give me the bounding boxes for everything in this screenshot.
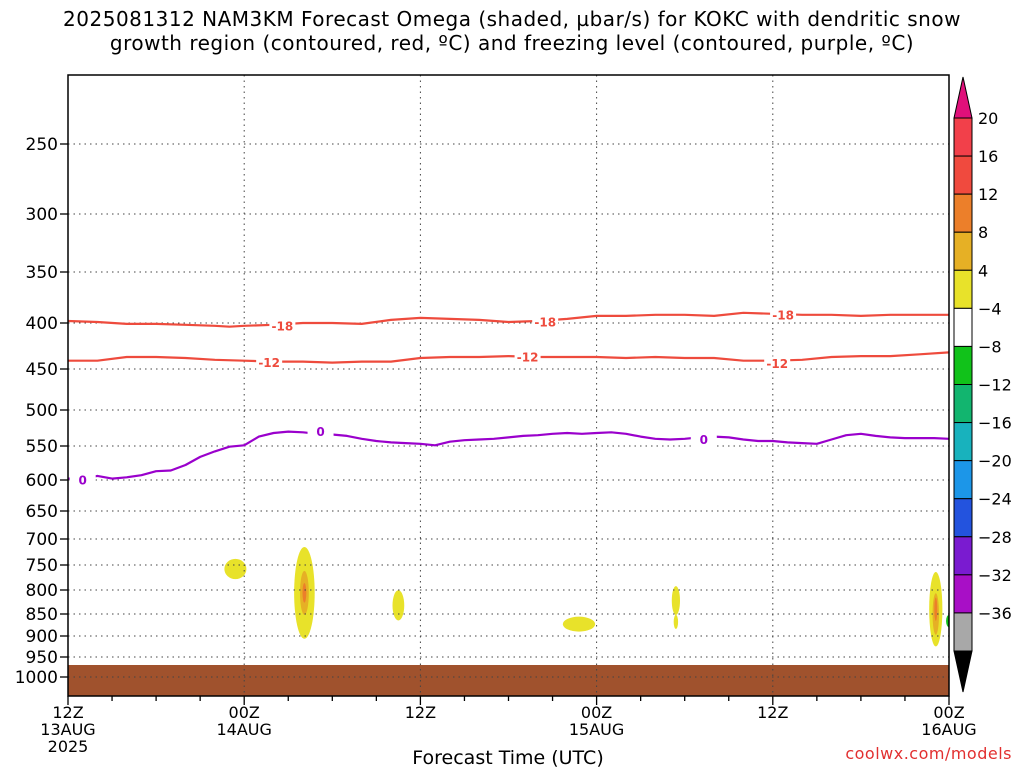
omega-blob [562, 616, 596, 632]
colorbar-top-arrow [953, 76, 973, 119]
colorbar-tick-label: 8 [978, 223, 988, 242]
x-tick-label: 2025 [48, 737, 89, 756]
x-tick-label: 15AUG [569, 720, 624, 739]
colorbar-tick-label: −8 [978, 337, 1002, 356]
contour-label: 0 [316, 425, 324, 439]
x-tick-label: 00Z [581, 703, 612, 722]
plot-frame [67, 74, 950, 697]
colorbar-tick-label: −16 [978, 414, 1012, 433]
colorbar-segment [953, 269, 973, 309]
y-tick-label: 950 [26, 648, 58, 668]
colorbar-segment [953, 231, 973, 271]
contour-label-background [690, 432, 717, 447]
grid-lines [68, 75, 949, 696]
ground-layer [68, 665, 949, 696]
contour-label-background [764, 356, 791, 371]
credit-text: coolwx.com/models [845, 744, 1012, 763]
colorbar-segment [953, 574, 973, 614]
contour-label-background [307, 424, 334, 439]
x-tick-label: 14AUG [216, 720, 271, 739]
y-tick-label: 800 [26, 581, 58, 601]
y-tick-label: 500 [26, 401, 58, 421]
contour-label-background [69, 473, 96, 487]
contour-label-background [514, 350, 541, 365]
colorbar-tick-label: −28 [978, 528, 1012, 547]
y-tick-label: 700 [26, 530, 58, 550]
y-tick-label: 550 [26, 437, 58, 457]
contour-label: -12 [766, 357, 788, 371]
contour-label: 0 [700, 433, 708, 447]
contour-label: -18 [772, 308, 794, 322]
colorbar-segment [953, 307, 973, 347]
x-axis-title: Forecast Time (UTC) [412, 747, 603, 768]
contour-label: -18 [272, 319, 294, 333]
colorbar-tick-label: −4 [978, 299, 1002, 318]
omega-blob [934, 597, 938, 621]
contour-lines: -18 -18 -18 -12 -12 -12 0 0 0 [68, 307, 949, 488]
contour-label-background [532, 314, 559, 329]
colorbar-segment [953, 193, 973, 233]
omega-blob [671, 586, 681, 615]
y-tick-label: 850 [26, 605, 58, 625]
y-tick-label: 250 [26, 135, 58, 155]
y-tick-label: 900 [26, 627, 58, 647]
omega-blob [392, 590, 405, 621]
x-tick-label: 00Z [933, 703, 964, 722]
omega-blob [224, 558, 247, 580]
x-tick-label: 13AUG [40, 720, 95, 739]
colorbar-segment [953, 460, 973, 500]
contour-label: -18 [534, 315, 556, 329]
colorbar-tick-label: −20 [978, 452, 1012, 471]
omega-blob [673, 614, 679, 629]
y-axis: 2503003504004505005506006507007508008509… [15, 135, 68, 688]
chart-title-line-1: 2025081312 NAM3KM Forecast Omega (shaded… [63, 7, 961, 31]
x-tick-label: 12Z [405, 703, 436, 722]
colorbar-tick-label: −32 [978, 566, 1012, 585]
contour-label: -12 [258, 356, 280, 370]
x-tick-label: 12Z [52, 703, 83, 722]
colorbar-tick-label: −24 [978, 490, 1012, 509]
contour-line [68, 351, 949, 364]
y-tick-label: 400 [26, 314, 58, 334]
colorbar-tick-label: 12 [978, 185, 998, 204]
contour-label: 0 [79, 474, 87, 488]
y-tick-label: 600 [26, 471, 58, 491]
contour-line [68, 430, 949, 480]
y-tick-label: 650 [26, 502, 58, 522]
y-tick-label: 1000 [15, 668, 58, 688]
colorbar-tick-label: 20 [978, 109, 998, 128]
x-tick-label: 12Z [757, 703, 788, 722]
colorbar-bottom-arrow [953, 650, 973, 693]
colorbar-segment [953, 422, 973, 462]
contour-label-background [256, 355, 283, 370]
colorbar-segment [953, 612, 973, 652]
x-tick-label: 00Z [229, 703, 260, 722]
colorbar-tick-label: 4 [978, 261, 988, 280]
colorbar-segment [953, 384, 973, 424]
colorbar-segment [953, 536, 973, 576]
contour-label-background [770, 307, 797, 322]
y-tick-label: 350 [26, 263, 58, 283]
colorbar-segment [953, 117, 973, 157]
contour-label-background [269, 318, 296, 333]
omega-shading [224, 547, 949, 647]
y-tick-label: 750 [26, 556, 58, 576]
colorbar-tick-label: −36 [978, 604, 1012, 623]
y-tick-label: 300 [26, 205, 58, 225]
colorbar-segment [953, 345, 973, 385]
x-tick-label: 16AUG [921, 720, 976, 739]
colorbar-segment [953, 155, 973, 195]
colorbar-tick-label: 16 [978, 147, 998, 166]
y-tick-label: 450 [26, 360, 58, 380]
contour-line [68, 311, 949, 328]
colorbar: 20 16 12 8 4 −4 −8 −12 −16 −20 −24 −28 −32 −36 [953, 76, 1012, 693]
contour-label: -12 [517, 351, 539, 365]
omega-blob [302, 583, 307, 603]
chart-title-line-2: growth region (contoured, red, ºC) and f… [109, 31, 915, 55]
colorbar-tick-label: −12 [978, 376, 1012, 395]
ground-surface [68, 665, 949, 696]
colorbar-segment [953, 498, 973, 538]
